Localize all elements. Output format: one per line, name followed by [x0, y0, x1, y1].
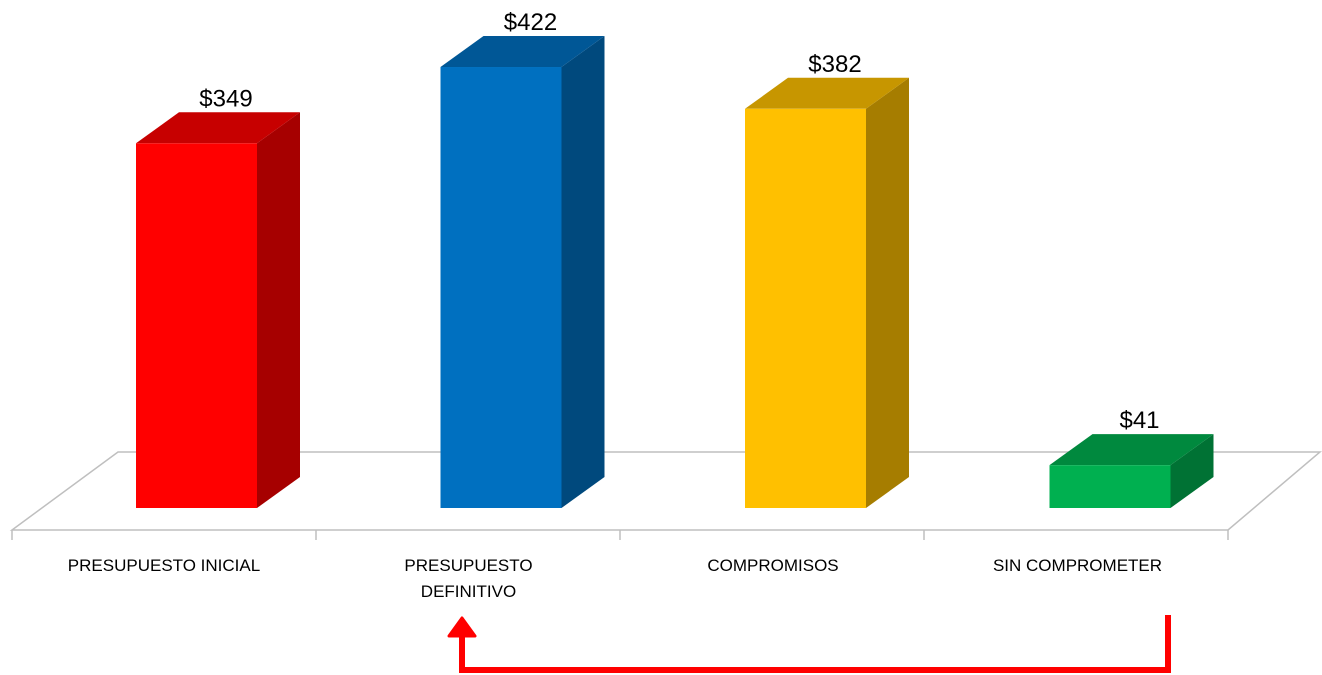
bars: $349 $422 $382 $41	[136, 9, 1214, 509]
bar-top	[1049, 434, 1214, 466]
axis-ticks	[11, 530, 1229, 540]
bar	[440, 67, 562, 508]
bar	[1049, 465, 1171, 508]
bar-side	[561, 36, 605, 508]
bar-side	[866, 77, 909, 508]
data-label: $422	[504, 9, 557, 36]
data-label: $349	[199, 85, 252, 112]
bar-top	[745, 77, 909, 109]
bar-top	[136, 112, 300, 144]
data-label: $382	[808, 51, 861, 78]
bar-side	[257, 112, 300, 509]
x-tick-label: SIN COMPROMETER	[992, 556, 1163, 575]
arrow-head	[447, 616, 477, 638]
arrow	[459, 615, 1171, 673]
bar	[745, 108, 866, 508]
x-tick-label: COMPROMISOS	[707, 556, 839, 575]
data-label: $41	[1119, 407, 1159, 434]
x-tick-label: PRESUPUESTO INICIAL	[67, 556, 261, 575]
bar-side	[1170, 434, 1214, 508]
bar	[136, 143, 257, 509]
x-tick-label: PRESUPUESTO DEFINITIVO	[404, 556, 533, 601]
floor	[9, 451, 1322, 531]
bar-top	[440, 36, 605, 68]
